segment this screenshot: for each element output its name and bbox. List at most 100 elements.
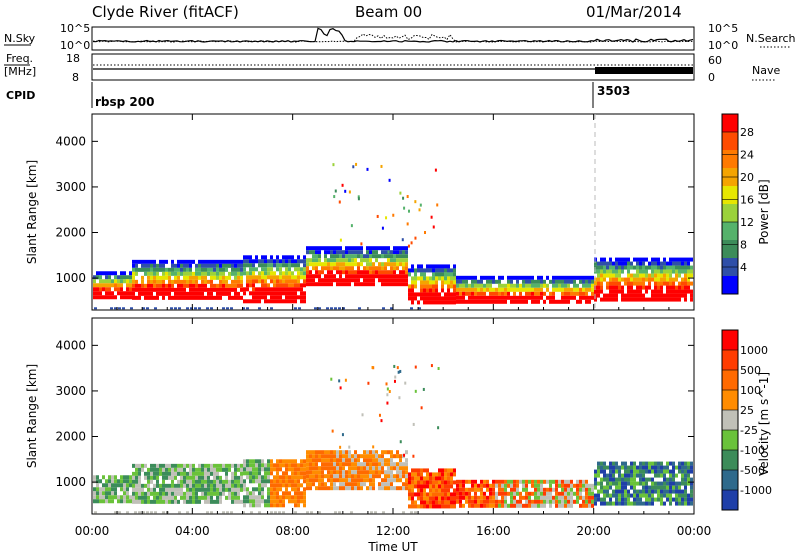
- range-cell: [633, 493, 636, 498]
- range-cell: [111, 271, 114, 276]
- range-cell: [291, 271, 294, 276]
- range-cell: [381, 250, 384, 255]
- range-cell: [126, 291, 129, 296]
- range-cell: [276, 459, 279, 464]
- range-cell: [603, 477, 606, 482]
- range-cell: [102, 271, 105, 276]
- cpid-label: CPID: [6, 89, 35, 102]
- range-cell: [678, 493, 681, 498]
- range-cell: [492, 275, 495, 280]
- range-cell: [186, 471, 189, 476]
- range-cell: [429, 476, 432, 481]
- range-cell: [180, 259, 183, 264]
- range-cell: [378, 462, 381, 467]
- range-cell: [234, 283, 237, 288]
- range-cell: [621, 481, 624, 486]
- range-cell: [441, 488, 444, 493]
- range-cell: [438, 484, 441, 489]
- range-cell: [385, 216, 388, 220]
- range-cell: [186, 307, 189, 310]
- range-cell: [396, 246, 399, 251]
- range-cell: [243, 487, 246, 492]
- range-cell: [582, 287, 585, 292]
- range-cell: [231, 263, 234, 268]
- range-cell: [576, 487, 579, 492]
- nsky-series: [92, 27, 694, 43]
- range-cell: [206, 511, 209, 514]
- range-cell: [252, 299, 255, 304]
- range-cell: [195, 263, 198, 268]
- range-cell: [189, 463, 192, 468]
- range-cell: [468, 295, 471, 300]
- range-cell: [318, 262, 321, 267]
- range-cell: [177, 291, 180, 296]
- range-cell: [255, 463, 258, 468]
- range-cell: [177, 491, 180, 496]
- range-cell: [367, 381, 370, 385]
- range-cell: [222, 511, 225, 514]
- range-cell: [624, 465, 627, 470]
- range-cell: [285, 459, 288, 464]
- range-cell: [264, 271, 267, 276]
- range-cell: [435, 292, 438, 297]
- range-cell: [567, 495, 570, 500]
- range-cell: [374, 511, 377, 514]
- range-cell: [444, 468, 447, 473]
- range-cell: [303, 263, 306, 268]
- range-cell: [288, 287, 291, 292]
- range-cell: [525, 491, 528, 496]
- range-cell: [420, 268, 423, 273]
- range-cell: [165, 475, 168, 480]
- range-cell: [228, 275, 231, 280]
- range-cell: [144, 295, 147, 300]
- range-cell: [594, 493, 597, 498]
- range-cell: [270, 499, 273, 504]
- range-cell: [375, 453, 378, 457]
- range-cell: [177, 259, 180, 264]
- range-cell: [666, 469, 669, 474]
- range-cell: [177, 483, 180, 488]
- range-cell: [636, 465, 639, 470]
- range-cell: [282, 259, 285, 264]
- range-cell: [390, 482, 393, 487]
- range-cell: [216, 271, 219, 276]
- range-cell: [180, 291, 183, 296]
- range-cell: [354, 270, 357, 275]
- range-cell: [645, 477, 648, 482]
- range-cell: [351, 250, 354, 255]
- range-cell: [417, 268, 420, 273]
- range-cell: [597, 469, 600, 474]
- range-cell: [312, 458, 315, 463]
- range-cell: [645, 497, 648, 502]
- range-cell: [273, 287, 276, 292]
- range-cell: [399, 191, 402, 195]
- range-cell: [567, 483, 570, 488]
- range-cell: [258, 471, 261, 476]
- range-cell: [201, 263, 204, 268]
- range-cell: [423, 484, 426, 489]
- range-cell: [183, 295, 186, 300]
- range-cell: [462, 295, 465, 300]
- range-cell: [642, 469, 645, 474]
- range-cell: [297, 475, 300, 480]
- range-cell: [639, 473, 642, 478]
- range-cell: [357, 254, 360, 259]
- range-cell: [339, 474, 342, 479]
- range-cell: [660, 281, 663, 286]
- range-cell: [363, 282, 366, 287]
- range-cell: [186, 511, 189, 514]
- range-cell: [210, 479, 213, 484]
- range-cell: [93, 487, 96, 492]
- range-cell: [180, 463, 183, 468]
- range-cell: [219, 279, 222, 284]
- range-cell: [660, 277, 663, 282]
- range-cell: [243, 471, 246, 476]
- range-cell: [639, 261, 642, 266]
- range-cell: [153, 271, 156, 276]
- range-cell: [294, 459, 297, 464]
- range-cell: [255, 267, 258, 272]
- range-cell: [468, 275, 471, 280]
- range-cell: [429, 300, 432, 305]
- range-cell: [540, 287, 543, 292]
